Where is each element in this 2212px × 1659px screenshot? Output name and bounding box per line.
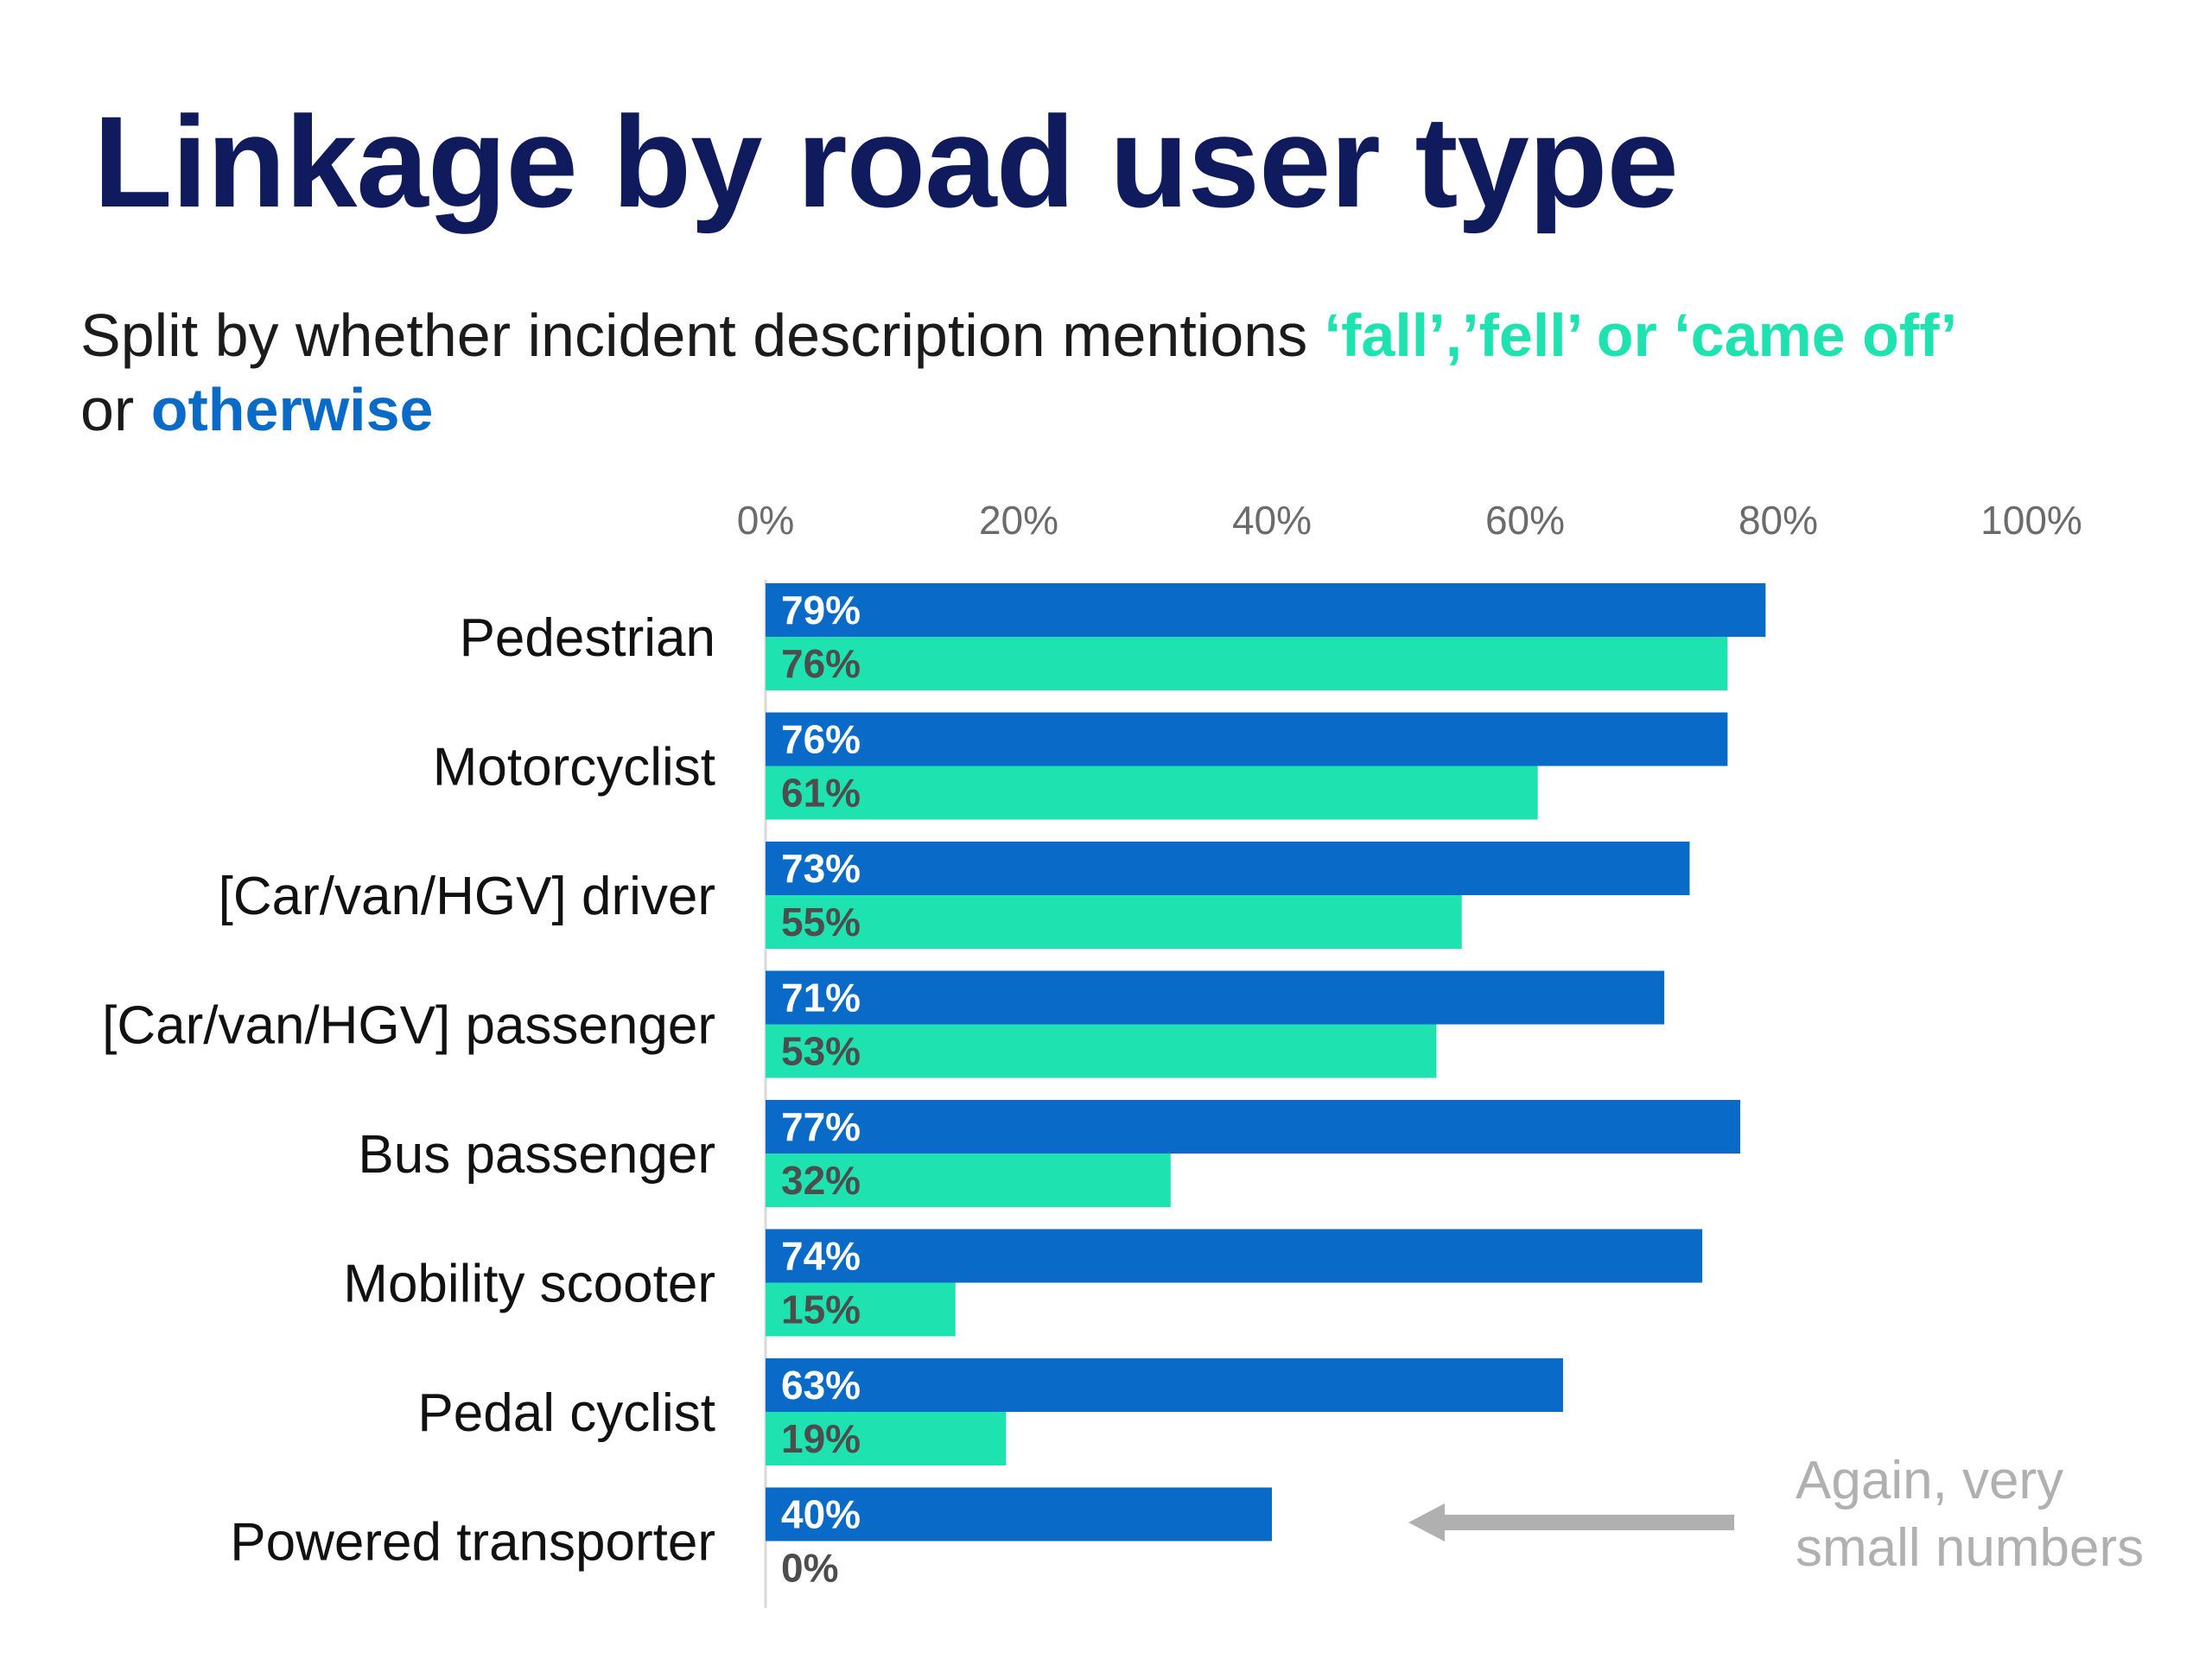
bar <box>766 1229 1703 1283</box>
left-arrow-icon <box>1408 1503 1445 1541</box>
annotation-note: Again, very small numbers <box>1796 1447 2144 1582</box>
subtitle-connector: or <box>80 376 151 443</box>
data-label: 63% <box>781 1363 861 1408</box>
bar <box>766 766 1538 820</box>
data-label: 53% <box>781 1029 861 1074</box>
annotation-line-2: small numbers <box>1796 1518 2145 1578</box>
bar <box>766 712 1728 766</box>
bar <box>766 1358 1563 1412</box>
data-label: 15% <box>781 1287 861 1332</box>
data-label: 73% <box>781 846 861 891</box>
category-label: Motorcyclist <box>433 738 715 798</box>
x-tick-label: 60% <box>1485 498 1565 543</box>
data-label: 55% <box>781 899 861 944</box>
data-label: 19% <box>781 1416 861 1461</box>
category-label: Mobility scooter <box>343 1255 715 1314</box>
bar <box>766 1487 1272 1541</box>
bar <box>766 842 1690 895</box>
annotation-line-1: Again, very <box>1796 1451 2064 1510</box>
bar <box>766 1024 1437 1078</box>
x-tick-label: 80% <box>1738 498 1818 543</box>
subtitle-text: Split by whether incident description me… <box>80 302 1325 369</box>
subtitle-otherwise-highlight: otherwise <box>150 376 434 443</box>
category-label: Pedal cyclist <box>417 1383 715 1443</box>
data-label: 0% <box>781 1546 838 1591</box>
subtitle-fall-highlight: ‘fall’,’fell’ or ‘came off’ <box>1324 302 1958 369</box>
category-label: Pedestrian <box>460 608 715 668</box>
bar <box>766 1154 1171 1207</box>
category-label: [Car/van/HGV] driver <box>219 867 715 926</box>
data-label: 76% <box>781 717 861 762</box>
data-label: 71% <box>781 976 861 1020</box>
bar <box>766 895 1462 949</box>
category-label: Powered transporter <box>230 1513 715 1573</box>
bar <box>766 583 1766 637</box>
x-tick-label: 20% <box>979 498 1058 543</box>
chart-subtitle: Split by whether incident description me… <box>80 298 1964 447</box>
x-tick-label: 100% <box>1980 498 2082 543</box>
x-tick-label: 0% <box>737 498 794 543</box>
bar <box>766 1282 956 1337</box>
chart-title: Linkage by road user type <box>93 89 1679 234</box>
data-label: 76% <box>781 641 861 686</box>
bar <box>766 1412 1007 1465</box>
category-label: Bus passenger <box>358 1125 715 1185</box>
data-label: 74% <box>781 1234 861 1279</box>
data-label: 77% <box>781 1104 861 1149</box>
bar <box>766 637 1728 690</box>
data-label: 32% <box>781 1158 861 1203</box>
data-label: 40% <box>781 1492 861 1537</box>
category-label: [Car/van/HGV] passenger <box>102 996 715 1056</box>
data-label: 61% <box>781 771 861 816</box>
bar <box>766 1100 1741 1154</box>
data-label: 79% <box>781 588 861 632</box>
bar <box>766 970 1665 1025</box>
x-tick-label: 40% <box>1232 498 1312 543</box>
